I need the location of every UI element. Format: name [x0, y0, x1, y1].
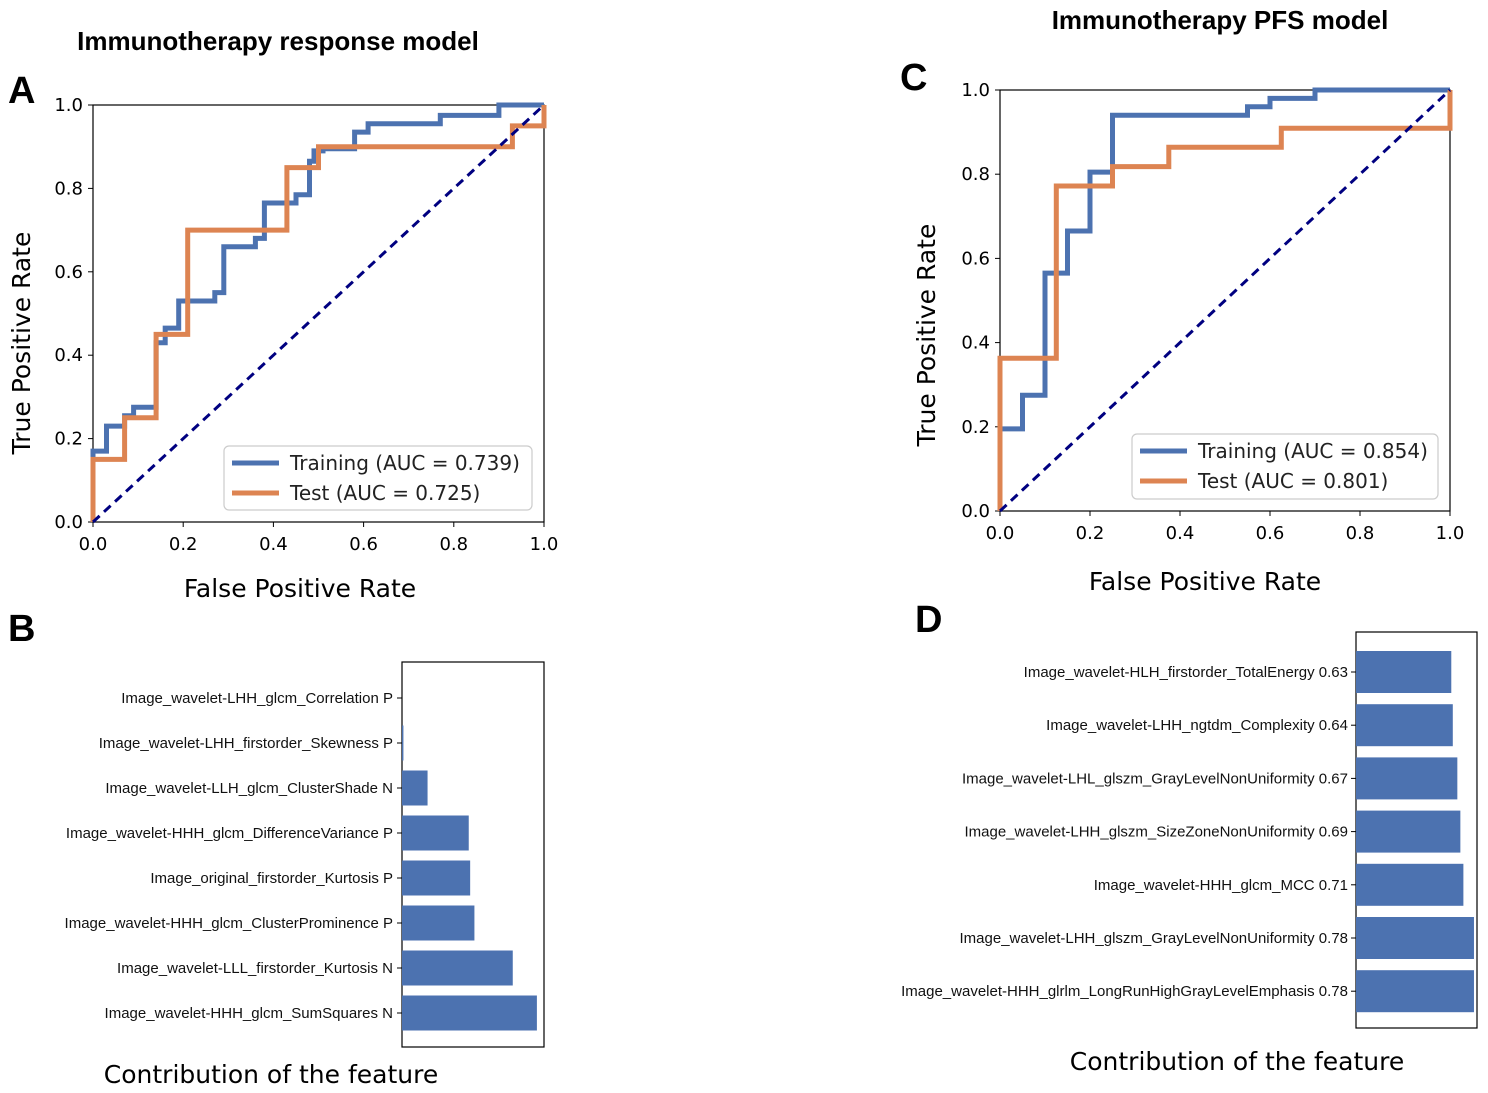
feature-bar-chart-b: Image_wavelet-LHH_glcm_Correlation P Imag… — [65, 661, 545, 1089]
feature-bar-d — [1356, 757, 1458, 800]
feature-label-b: Image_wavelet-LLH_glcm_ClusterShade N — [105, 780, 393, 797]
feature-label-d: Image_wavelet-LHL_glszm_GrayLevelNonUnif… — [962, 770, 1348, 787]
x-tick-label-c: 0.6 — [1256, 523, 1285, 544]
x-tick-label-c: 1.0 — [1436, 523, 1465, 544]
roc-chart-c: 0.0 0.2 0.4 0.6 0.8 1.0 0.0 0.2 0.4 0.6 0.8 1.0 Fals… — [912, 80, 1464, 596]
y-tick-label-a: 0.6 — [54, 262, 83, 283]
feature-label-d: Image_wavelet-HHH_glrlm_LongRunHighGrayL… — [901, 983, 1348, 1000]
feature-label-d: Image_wavelet-LHH_ngtdm_Complexity 0.64 — [1046, 717, 1348, 734]
feature-label-b: Image_wavelet-HHH_glcm_SumSquares N — [105, 1005, 393, 1022]
plot-frame-a — [92, 104, 545, 523]
feature-label-b: Image_wavelet-HHH_glcm_DifferenceVarianc… — [66, 825, 393, 842]
x-tick-label-c: 0.0 — [986, 523, 1015, 544]
feature-label-d: Image_wavelet-HLH_firstorder_TotalEnergy… — [1024, 664, 1348, 681]
feature-label-d: Image_wavelet-LHH_glszm_GrayLevelNonUnif… — [960, 930, 1349, 947]
panel-label-b: B — [8, 608, 35, 650]
feature-bar-d — [1356, 704, 1453, 747]
legend-label-training-c: Training (AUC = 0.854) — [1197, 439, 1428, 463]
feature-label-b: Image_wavelet-LLL_firstorder_Kurtosis N — [117, 960, 393, 977]
feature-label-b: Image_wavelet-LHH_firstorder_Skewness P — [99, 735, 393, 752]
feature-bar-d — [1356, 651, 1452, 693]
panel-label-a: A — [8, 70, 35, 112]
y-tick-label-c: 0.2 — [961, 417, 990, 438]
feature-bar-b — [402, 725, 404, 761]
legend-box-c — [1131, 433, 1439, 500]
y-tick-label-a: 0.2 — [54, 429, 83, 450]
title-left: Immunotherapy response model — [77, 26, 479, 56]
y-tick-label-a: 0.4 — [54, 345, 83, 366]
x-tick-label-c: 0.2 — [1076, 523, 1105, 544]
y-tick-label-c: 0.0 — [961, 501, 990, 522]
y-tick-label-a: 0.8 — [54, 178, 83, 199]
legend-label-test-a: Test (AUC = 0.725) — [289, 481, 480, 505]
bar-x-axis-label-b: Contribution of the feature — [104, 1060, 438, 1089]
x-tick-label-a: 0.4 — [259, 534, 288, 555]
y-axis-label-a: True Positive Rate — [7, 232, 36, 456]
feature-bar-b — [402, 995, 537, 1031]
feature-bar-d — [1356, 810, 1461, 853]
panel-label-d: D — [915, 599, 942, 641]
feature-label-b: Image_original_firstorder_Kurtosis P — [150, 870, 393, 887]
feature-bar-b — [402, 860, 471, 896]
legend-box-a — [223, 445, 533, 511]
feature-bar-b — [402, 815, 469, 851]
feature-label-b: Image_wavelet-HHH_glcm_ClusterProminence… — [65, 915, 393, 932]
chance-line-c — [998, 88, 1452, 513]
feature-bar-b — [402, 770, 428, 806]
legend-label-training-a: Training (AUC = 0.739) — [289, 451, 520, 475]
x-tick-label-a: 0.2 — [169, 534, 198, 555]
feature-bar-chart-d: Image_wavelet-HLH_firstorder_TotalEnergy… — [901, 631, 1478, 1076]
plot-frame-c — [999, 89, 1451, 512]
feature-bar-b — [402, 950, 513, 986]
x-tick-label-c: 0.4 — [1166, 523, 1195, 544]
feature-bar-b — [402, 905, 475, 941]
title-right: Immunotherapy PFS model — [1052, 5, 1389, 35]
bar-plot-frame-b — [401, 661, 545, 1048]
feature-bar-d — [1356, 970, 1474, 1013]
x-axis-label-c: False Positive Rate — [1089, 567, 1321, 596]
y-tick-label-a: 0.0 — [54, 512, 83, 533]
feature-label-b: Image_wavelet-LHH_glcm_Correlation P — [121, 690, 393, 707]
x-tick-label-a: 0.6 — [349, 534, 378, 555]
panel-label-c: C — [900, 57, 927, 99]
y-tick-label-c: 0.8 — [961, 164, 990, 185]
training-roc-line-a — [90, 102, 544, 522]
x-tick-label-a: 0.0 — [79, 534, 108, 555]
feature-bar-d — [1356, 917, 1474, 959]
x-tick-label-c: 0.8 — [1346, 523, 1375, 544]
test-roc-line-a — [90, 105, 547, 522]
x-axis-label-a: False Positive Rate — [184, 574, 416, 603]
y-tick-label-c: 1.0 — [961, 80, 990, 101]
feature-label-d: Image_wavelet-HHH_glcm_MCC 0.71 — [1094, 877, 1348, 894]
y-tick-label-c: 0.6 — [961, 248, 990, 269]
x-tick-label-a: 0.8 — [439, 534, 468, 555]
roc-chart-a: 0.0 0.2 0.4 0.6 0.8 1.0 0.0 0.2 0.4 0.6 0.8 1.0 Fals… — [7, 95, 558, 603]
y-tick-label-a: 1.0 — [54, 95, 83, 116]
bar-x-axis-label-d: Contribution of the feature — [1070, 1047, 1404, 1076]
training-roc-line-c — [997, 87, 1450, 511]
feature-label-d: Image_wavelet-LHH_glszm_SizeZoneNonUnifo… — [964, 824, 1348, 841]
test-roc-line-c — [997, 90, 1453, 511]
legend-label-test-c: Test (AUC = 0.801) — [1197, 469, 1388, 493]
x-tick-label-a: 1.0 — [530, 534, 559, 555]
y-axis-label-c: True Positive Rate — [912, 224, 941, 448]
chance-line-a — [91, 103, 546, 524]
feature-bar-d — [1356, 863, 1464, 906]
y-tick-label-c: 0.4 — [961, 333, 990, 354]
